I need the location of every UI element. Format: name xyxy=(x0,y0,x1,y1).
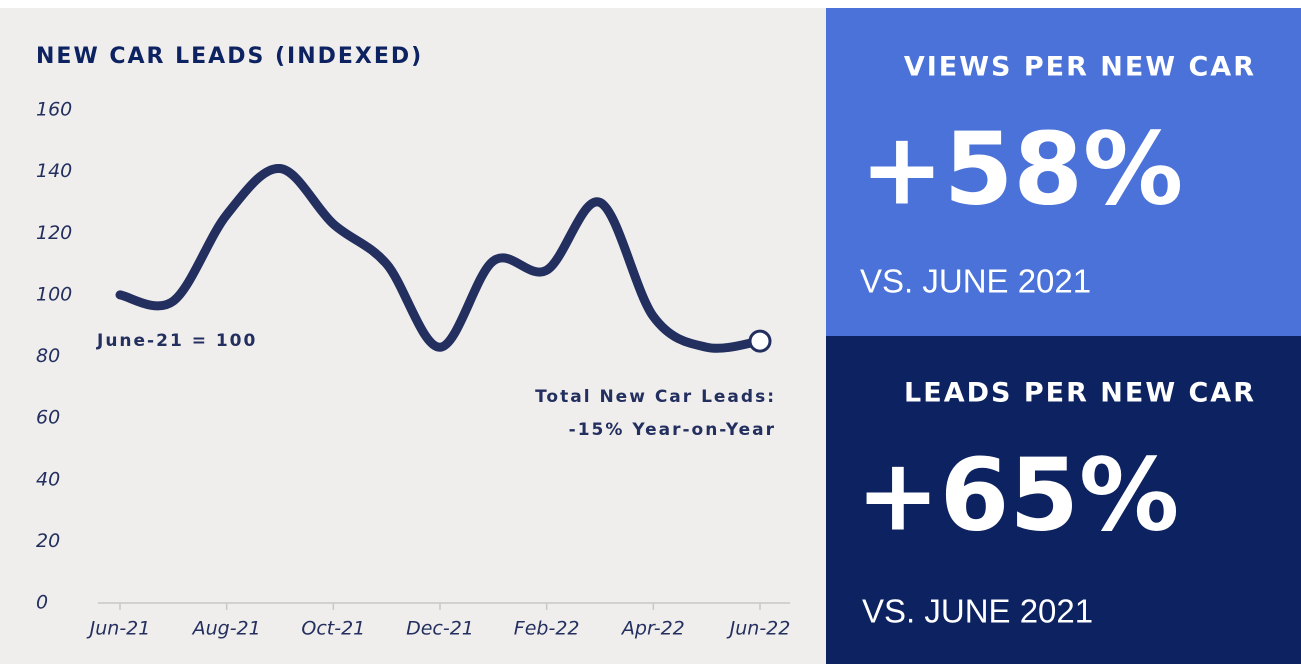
y-tick-label: 140 xyxy=(36,160,72,182)
end-marker xyxy=(748,329,772,353)
annotation: June-21 = 100 xyxy=(96,331,257,351)
line xyxy=(115,164,765,353)
x-tick-label: Aug-21 xyxy=(191,618,261,640)
annotation: Total New Car Leads: xyxy=(535,387,776,407)
views-panel xyxy=(826,8,1301,336)
x-tick-label: Jun-21 xyxy=(86,618,151,640)
x-tick-label: Feb-22 xyxy=(514,618,580,640)
x-tick-label: Apr-22 xyxy=(620,618,685,640)
y-tick-label: 60 xyxy=(36,407,60,429)
y-tick-label: 160 xyxy=(36,99,72,121)
y-tick-label: 40 xyxy=(36,468,60,490)
x-tick-label: Jun-22 xyxy=(726,618,791,640)
y-tick-label: 80 xyxy=(36,345,60,367)
x-tick-label: Oct-21 xyxy=(301,618,365,640)
y-tick-label: 0 xyxy=(36,592,48,614)
annotation: -15% Year-on-Year xyxy=(569,420,776,440)
panel-value: +58% xyxy=(860,110,1183,227)
chart-panel xyxy=(0,8,826,664)
chart-title: NEW CAR LEADS (INDEXED) xyxy=(36,44,423,69)
y-tick-label: 100 xyxy=(36,283,72,305)
panel-title: VIEWS PER NEW CAR xyxy=(904,52,1256,83)
leads-panel xyxy=(826,336,1301,664)
panel-value: +65% xyxy=(856,436,1179,553)
panel-note: VS. JUNE 2021 xyxy=(862,593,1093,630)
y-tick-label: 120 xyxy=(36,222,72,244)
panel-title: LEADS PER NEW CAR xyxy=(904,378,1256,409)
y-tick-label: 20 xyxy=(36,530,60,552)
panel-note: VS. JUNE 2021 xyxy=(860,263,1091,300)
x-tick-label: Dec-21 xyxy=(406,618,474,640)
